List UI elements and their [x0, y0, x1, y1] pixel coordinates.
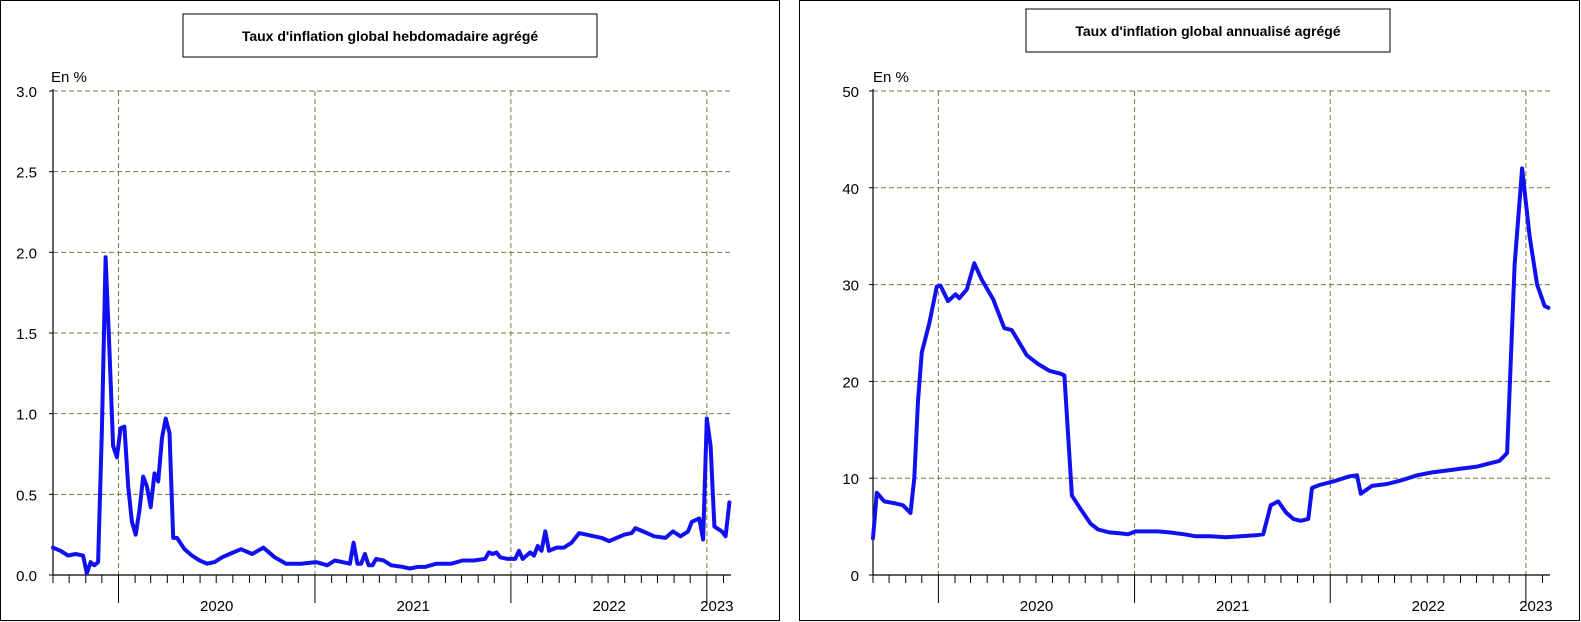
y-tick-label: 10 [842, 471, 859, 488]
x-year-label: 2023 [1519, 598, 1552, 615]
x-year-label: 2021 [397, 598, 430, 615]
x-year-label: 2022 [1412, 598, 1445, 615]
y-tick-label: 20 [842, 374, 859, 391]
x-year-label: 2022 [592, 598, 625, 615]
x-year-label: 2021 [1216, 598, 1249, 615]
x-year-label: 2020 [200, 598, 233, 615]
chart-frame [799, 0, 1580, 621]
chart-title: Taux d'inflation global annualisé agrégé [1075, 23, 1340, 39]
annualized-inflation-chart: Taux d'inflation global annualisé agrégé… [799, 0, 1580, 621]
series-line [51, 255, 732, 576]
y-tick-label: 1.5 [16, 326, 37, 343]
y-tick-label: 50 [842, 84, 859, 101]
y-tick-label: 0.0 [16, 568, 37, 585]
y-tick-label: 40 [842, 181, 859, 198]
chart-title: Taux d'inflation global hebdomadaire agr… [242, 28, 539, 44]
weekly-inflation-chart: Taux d'inflation global hebdomadaire agr… [0, 0, 780, 621]
y-tick-label: 2.5 [16, 165, 37, 182]
chart-title-box [1025, 8, 1391, 53]
chart-title-box [182, 13, 598, 58]
chart-frame [0, 0, 780, 621]
annualized-plot-area: 0 10 20 30 40 50 2020 2021 2022 2023 [842, 84, 1552, 615]
y-tick-label: 1.0 [16, 407, 37, 424]
y-tick-label: 3.0 [16, 84, 37, 101]
y-tick-label: 0 [851, 568, 859, 585]
x-year-label: 2020 [1020, 598, 1053, 615]
series-line [871, 166, 1551, 541]
weekly-plot-area: 0.0 0.5 1.0 1.5 2.0 2.5 3.0 2020 2021 2022 2023 [16, 84, 733, 615]
y-tick-label: 2.0 [16, 245, 37, 262]
y-axis-unit-label: En % [873, 69, 909, 86]
y-axis-unit-label: En % [51, 69, 87, 86]
y-tick-label: 30 [842, 278, 859, 295]
x-year-label: 2023 [700, 598, 733, 615]
y-tick-label: 0.5 [16, 487, 37, 504]
